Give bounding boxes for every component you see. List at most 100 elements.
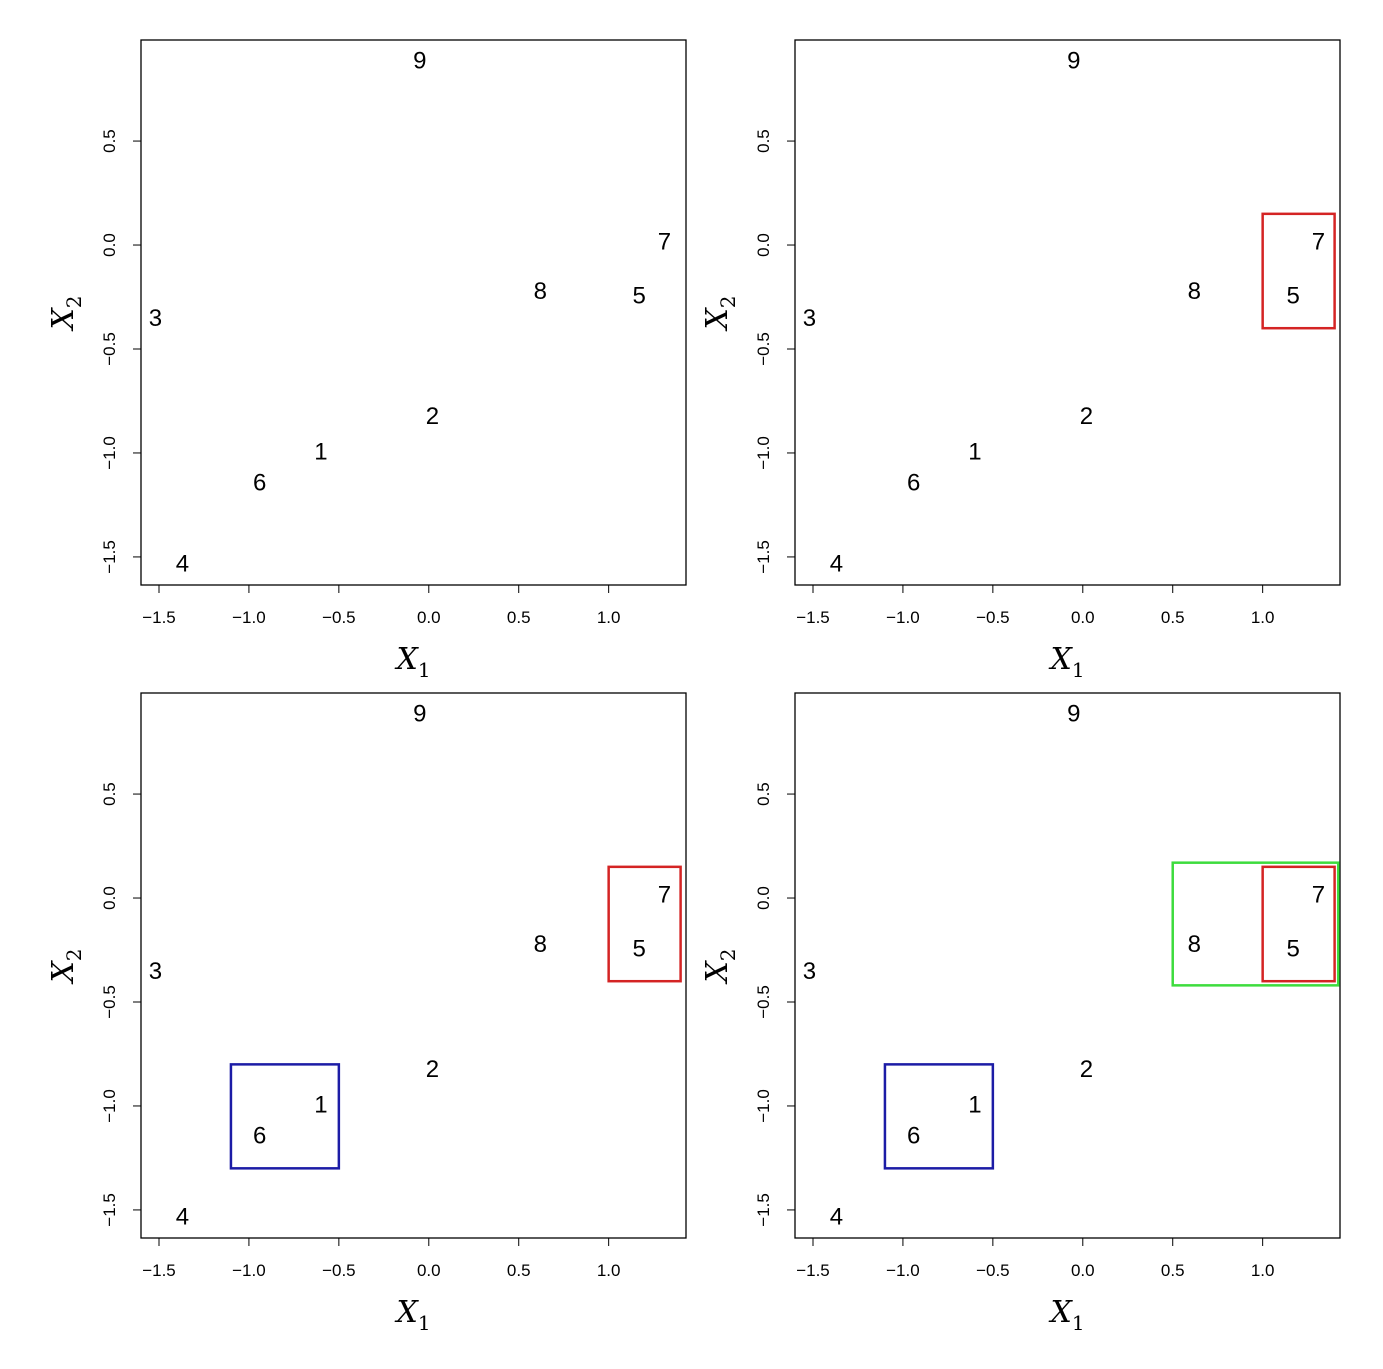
cluster-box <box>1171 861 1340 987</box>
x-tick-label: 0.0 <box>417 1261 441 1280</box>
x-tick-label: 1.0 <box>1251 608 1275 627</box>
x-tick-label: 0.5 <box>507 1261 531 1280</box>
point-label: 8 <box>534 931 547 958</box>
y-tick-label: −1.5 <box>100 540 119 574</box>
point-label: 1 <box>968 438 981 465</box>
point-label: 2 <box>426 403 439 430</box>
y-tick-label: −0.5 <box>100 985 119 1019</box>
x-axis-title-sub: 1 <box>418 658 431 682</box>
point-label: 6 <box>253 469 266 496</box>
y-axis-title-sub: 2 <box>62 948 86 961</box>
x-tick-label: −1.0 <box>886 1261 920 1280</box>
cluster-box <box>1261 212 1336 330</box>
y-axis-title-main: X <box>46 307 81 332</box>
x-axis-title-main: X <box>394 1295 419 1330</box>
y-axis-title: X2 <box>700 295 740 331</box>
y-tick-label: −1.5 <box>754 540 773 574</box>
plot-frame <box>140 692 687 1239</box>
point-label: 7 <box>1312 228 1325 255</box>
x-axis-title: X1 <box>394 1295 430 1335</box>
x-tick-label: 0.5 <box>1161 1261 1185 1280</box>
x-tick-label: −0.5 <box>322 1261 356 1280</box>
y-tick-label: −0.5 <box>754 985 773 1019</box>
x-axis-title-main: X <box>1048 642 1073 677</box>
point-label: 3 <box>803 958 816 985</box>
x-tick-label: 0.0 <box>417 608 441 627</box>
x-tick-label: 1.0 <box>1251 1261 1275 1280</box>
x-tick-label: 0.0 <box>1071 608 1095 627</box>
y-axis-title-sub: 2 <box>716 948 740 961</box>
point-label: 5 <box>1287 935 1300 962</box>
point-label: 4 <box>830 551 843 578</box>
point-label: 9 <box>413 47 426 74</box>
x-axis-title: X1 <box>394 642 430 682</box>
y-axis-title-main: X <box>700 960 735 985</box>
point-label: 5 <box>633 282 646 309</box>
point-label: 3 <box>149 958 162 985</box>
x-tick-label: 0.5 <box>507 608 531 627</box>
y-tick-label: 0.0 <box>754 233 773 257</box>
point-label: 7 <box>658 881 671 908</box>
point-label: 8 <box>534 278 547 305</box>
cluster-box <box>1261 865 1336 983</box>
point-label: 6 <box>907 1122 920 1149</box>
y-axis-title-sub: 2 <box>62 295 86 308</box>
point-label: 3 <box>149 305 162 332</box>
x-tick-label: −0.5 <box>322 608 356 627</box>
panel: −1.5 −1.0 −0.5 0.0 0.5 1.0 −1.5 −1.0 −0.5 0.0 0.5 X… <box>700 39 1341 682</box>
x-tick-label: −1.5 <box>796 1261 830 1280</box>
x-tick-label: 0.5 <box>1161 608 1185 627</box>
y-tick-label: −1.0 <box>754 1089 773 1123</box>
point-label: 4 <box>176 551 189 578</box>
y-tick-label: −1.0 <box>100 436 119 470</box>
x-axis-title-sub: 1 <box>1072 1311 1085 1335</box>
x-tick-label: −1.0 <box>232 608 266 627</box>
x-tick-label: 1.0 <box>597 1261 621 1280</box>
point-label: 1 <box>314 438 327 465</box>
y-tick-label: 0.0 <box>754 886 773 910</box>
point-label: 6 <box>907 469 920 496</box>
y-tick-label: −0.5 <box>100 332 119 366</box>
point-label: 6 <box>253 1122 266 1149</box>
panel: −1.5 −1.0 −0.5 0.0 0.5 1.0 −1.5 −1.0 −0.5 0.0 0.5 X… <box>46 39 687 682</box>
point-label: 8 <box>1188 278 1201 305</box>
x-tick-label: −1.5 <box>796 608 830 627</box>
x-axis-title-sub: 1 <box>1072 658 1085 682</box>
panel: −1.5 −1.0 −0.5 0.0 0.5 1.0 −1.5 −1.0 −0.5 0.0 0.5 X… <box>46 692 687 1335</box>
point-label: 2 <box>426 1056 439 1083</box>
x-tick-label: −1.5 <box>142 1261 176 1280</box>
x-axis-title-sub: 1 <box>418 1311 431 1335</box>
y-tick-label: −0.5 <box>754 332 773 366</box>
x-tick-label: −0.5 <box>976 608 1010 627</box>
point-label: 8 <box>1188 931 1201 958</box>
plot-frame <box>794 39 1341 586</box>
point-label: 7 <box>658 228 671 255</box>
y-tick-label: 0.5 <box>754 129 773 153</box>
plot-frame <box>794 692 1341 1239</box>
y-axis-title: X2 <box>46 948 86 984</box>
y-axis-title-main: X <box>700 307 735 332</box>
x-axis-title-main: X <box>1048 1295 1073 1330</box>
x-axis-title: X1 <box>1048 642 1084 682</box>
x-tick-label: −1.0 <box>886 608 920 627</box>
point-label: 9 <box>413 700 426 727</box>
y-tick-label: 0.0 <box>100 233 119 257</box>
point-label: 7 <box>1312 881 1325 908</box>
x-axis-title: X1 <box>1048 1295 1084 1335</box>
x-tick-label: 0.0 <box>1071 1261 1095 1280</box>
x-tick-label: −1.5 <box>142 608 176 627</box>
point-label: 1 <box>314 1091 327 1118</box>
y-tick-label: 0.5 <box>100 129 119 153</box>
y-axis-title: X2 <box>700 948 740 984</box>
x-tick-label: 1.0 <box>597 608 621 627</box>
point-label: 4 <box>830 1204 843 1231</box>
y-tick-label: 0.5 <box>100 782 119 806</box>
point-label: 2 <box>1080 1056 1093 1083</box>
point-label: 9 <box>1067 47 1080 74</box>
cluster-box <box>229 1063 341 1170</box>
x-tick-label: −1.0 <box>232 1261 266 1280</box>
plot-frame <box>140 39 687 586</box>
cluster-box <box>883 1063 995 1170</box>
point-label: 5 <box>1287 282 1300 309</box>
